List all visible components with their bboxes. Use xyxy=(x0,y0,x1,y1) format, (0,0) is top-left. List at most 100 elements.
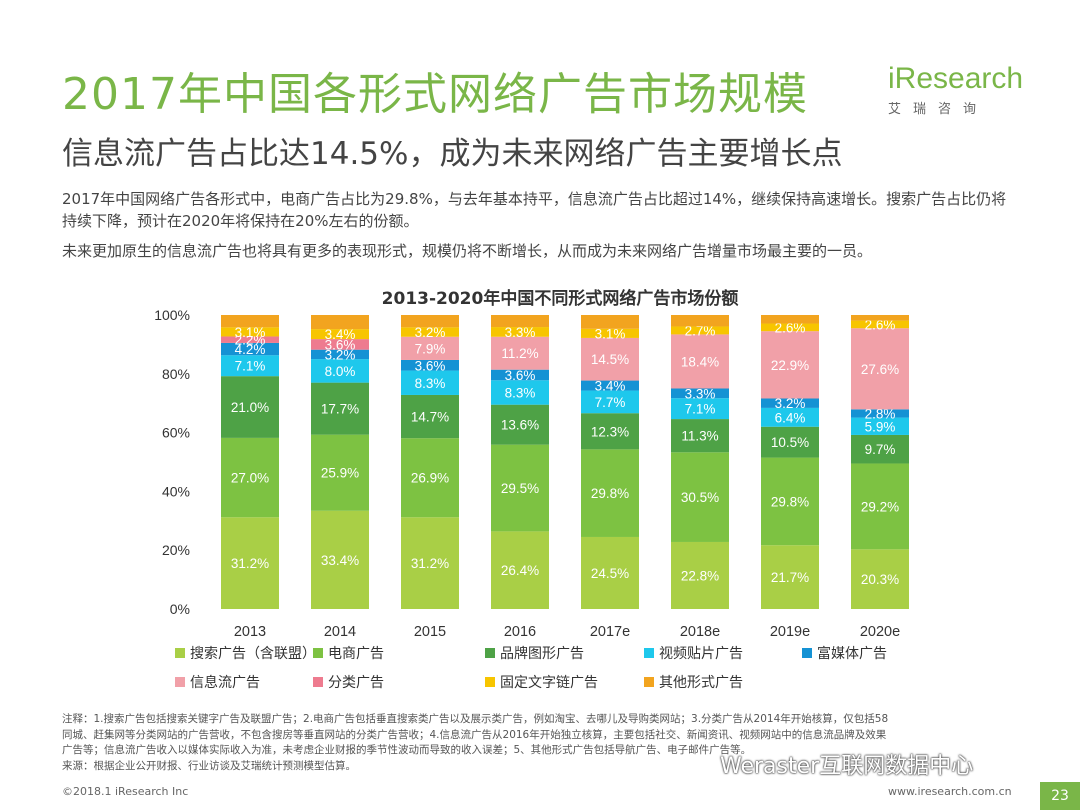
stacked-bar-chart: 2013-2020年中国不同形式网络广告市场份额 0% 20% 40% 60% 80% 10… xyxy=(154,288,909,691)
data-label: 21.7% xyxy=(771,570,809,585)
bar-segment xyxy=(401,394,459,439)
bar-segment-other xyxy=(671,315,729,327)
bar-segment xyxy=(851,320,909,329)
data-label: 3.6% xyxy=(505,368,536,383)
data-label: 21.0% xyxy=(231,400,269,415)
bar-segment xyxy=(311,510,369,609)
note-line: 注释：1.搜索广告包括搜索关键字广告及联盟广告；2.电商广告包括垂直搜索类广告以… xyxy=(62,713,889,725)
bar-segment-other xyxy=(401,315,459,328)
bar-segment xyxy=(581,536,639,609)
bar-segment xyxy=(491,336,549,370)
page-number: 23 xyxy=(1040,782,1080,810)
bar-segment xyxy=(491,327,549,337)
data-label: 3.2% xyxy=(325,347,356,362)
bar-segment xyxy=(221,342,279,356)
bar-segment xyxy=(581,449,639,537)
data-label: 3.6% xyxy=(325,337,356,352)
bar-segment xyxy=(761,545,819,609)
data-label: 11.3% xyxy=(681,429,718,444)
bar-segment xyxy=(671,334,729,389)
y-tick-label: 20% xyxy=(162,542,190,558)
bar-segment xyxy=(491,380,549,405)
bar-segment xyxy=(311,349,369,360)
data-label: 8.3% xyxy=(505,385,536,400)
bar-segment xyxy=(851,549,909,609)
bar-segment-other xyxy=(851,315,909,321)
data-label: 22.9% xyxy=(771,358,809,373)
data-label: 5.9% xyxy=(865,419,896,434)
y-tick-label: 80% xyxy=(162,366,190,382)
x-tick-label: 2015 xyxy=(414,624,446,640)
bar-segment xyxy=(761,398,819,408)
data-label: 20.3% xyxy=(861,572,899,587)
data-label: 29.2% xyxy=(861,499,899,514)
x-tick-label: 2020e xyxy=(860,624,900,640)
bar-segment xyxy=(311,382,369,435)
data-label: 2.8% xyxy=(865,406,896,421)
data-label: 3.4% xyxy=(325,327,356,342)
logo-text: iResearch xyxy=(888,62,1024,95)
data-label: 3.1% xyxy=(595,326,626,341)
bar-segment xyxy=(671,541,729,609)
bar-segment xyxy=(761,426,819,458)
watermark: Weraster互联网数据中心 xyxy=(720,754,974,779)
data-label: 2.6% xyxy=(865,317,896,332)
data-label: 13.6% xyxy=(501,418,539,433)
website-url[interactable]: www.iresearch.com.cn xyxy=(888,785,1012,798)
legend-label: 电商广告 xyxy=(328,646,384,662)
bar-segment xyxy=(221,517,279,609)
data-label: 26.4% xyxy=(501,563,539,578)
data-label: 17.7% xyxy=(321,402,359,417)
data-label: 3.2% xyxy=(775,396,806,411)
bar-segment xyxy=(311,434,369,511)
data-label: 3.3% xyxy=(685,386,716,401)
data-label: 10.5% xyxy=(771,435,809,450)
data-label: 31.2% xyxy=(231,556,269,571)
legend-label: 其他形式广告 xyxy=(659,675,743,691)
y-tick-label: 40% xyxy=(162,483,190,499)
data-label: 3.3% xyxy=(505,325,536,340)
bar-segment-other xyxy=(221,315,279,328)
x-tick-label: 2016 xyxy=(504,624,536,640)
legend-swatch xyxy=(313,677,323,687)
y-tick-label: 60% xyxy=(162,425,190,441)
note-line: 同城、赶集网等分类网站的广告营收，不包含搜房等垂直网站的分类广告营收；4.信息流… xyxy=(62,728,887,741)
bar-segment xyxy=(671,388,729,399)
legend-label: 富媒体广告 xyxy=(817,645,887,662)
y-tick-label: 100% xyxy=(154,307,190,323)
bar-segment-other xyxy=(311,315,369,330)
bar-segment xyxy=(401,438,459,518)
bar-segment xyxy=(581,328,639,338)
bar-segment xyxy=(851,409,909,418)
bar-segment xyxy=(761,323,819,332)
bar-segment xyxy=(671,419,729,453)
x-tick-label: 2014 xyxy=(324,624,356,640)
legend-swatch xyxy=(313,648,323,658)
legend-label: 固定文字链广告 xyxy=(500,675,598,691)
data-label: 8.3% xyxy=(415,376,446,391)
bar-segment xyxy=(761,457,819,546)
x-tick-label: 2017e xyxy=(590,624,630,640)
bar-segment xyxy=(401,336,459,360)
bar-segment xyxy=(221,355,279,377)
bar-segment xyxy=(221,327,279,337)
iresearch-logo: iResearch 艾瑞咨询 xyxy=(888,62,1028,117)
chart-title: 2013-2020年中国不同形式网络广告市场份额 xyxy=(382,288,739,309)
bar-segment xyxy=(401,359,459,371)
legend-swatch xyxy=(644,648,654,658)
data-label: 31.2% xyxy=(411,556,449,571)
legend-swatch xyxy=(485,677,495,687)
bar-segment xyxy=(671,452,729,542)
data-label: 29.8% xyxy=(591,486,629,501)
bar-segment xyxy=(581,413,639,450)
data-label: 30.5% xyxy=(681,490,719,505)
data-label: 27.6% xyxy=(861,362,899,377)
data-label: 12.3% xyxy=(591,424,629,439)
data-label: 27.0% xyxy=(231,471,269,486)
bar-segment xyxy=(221,376,279,438)
bar-segment xyxy=(401,370,459,395)
data-label: 22.8% xyxy=(681,568,719,583)
chart-notes: 注释：1.搜索广告包括搜索关键字广告及联盟广告；2.电商广告包括垂直搜索类广告以… xyxy=(62,712,1022,774)
legend-label: 视频贴片广告 xyxy=(659,646,743,662)
data-label: 29.5% xyxy=(501,481,539,496)
